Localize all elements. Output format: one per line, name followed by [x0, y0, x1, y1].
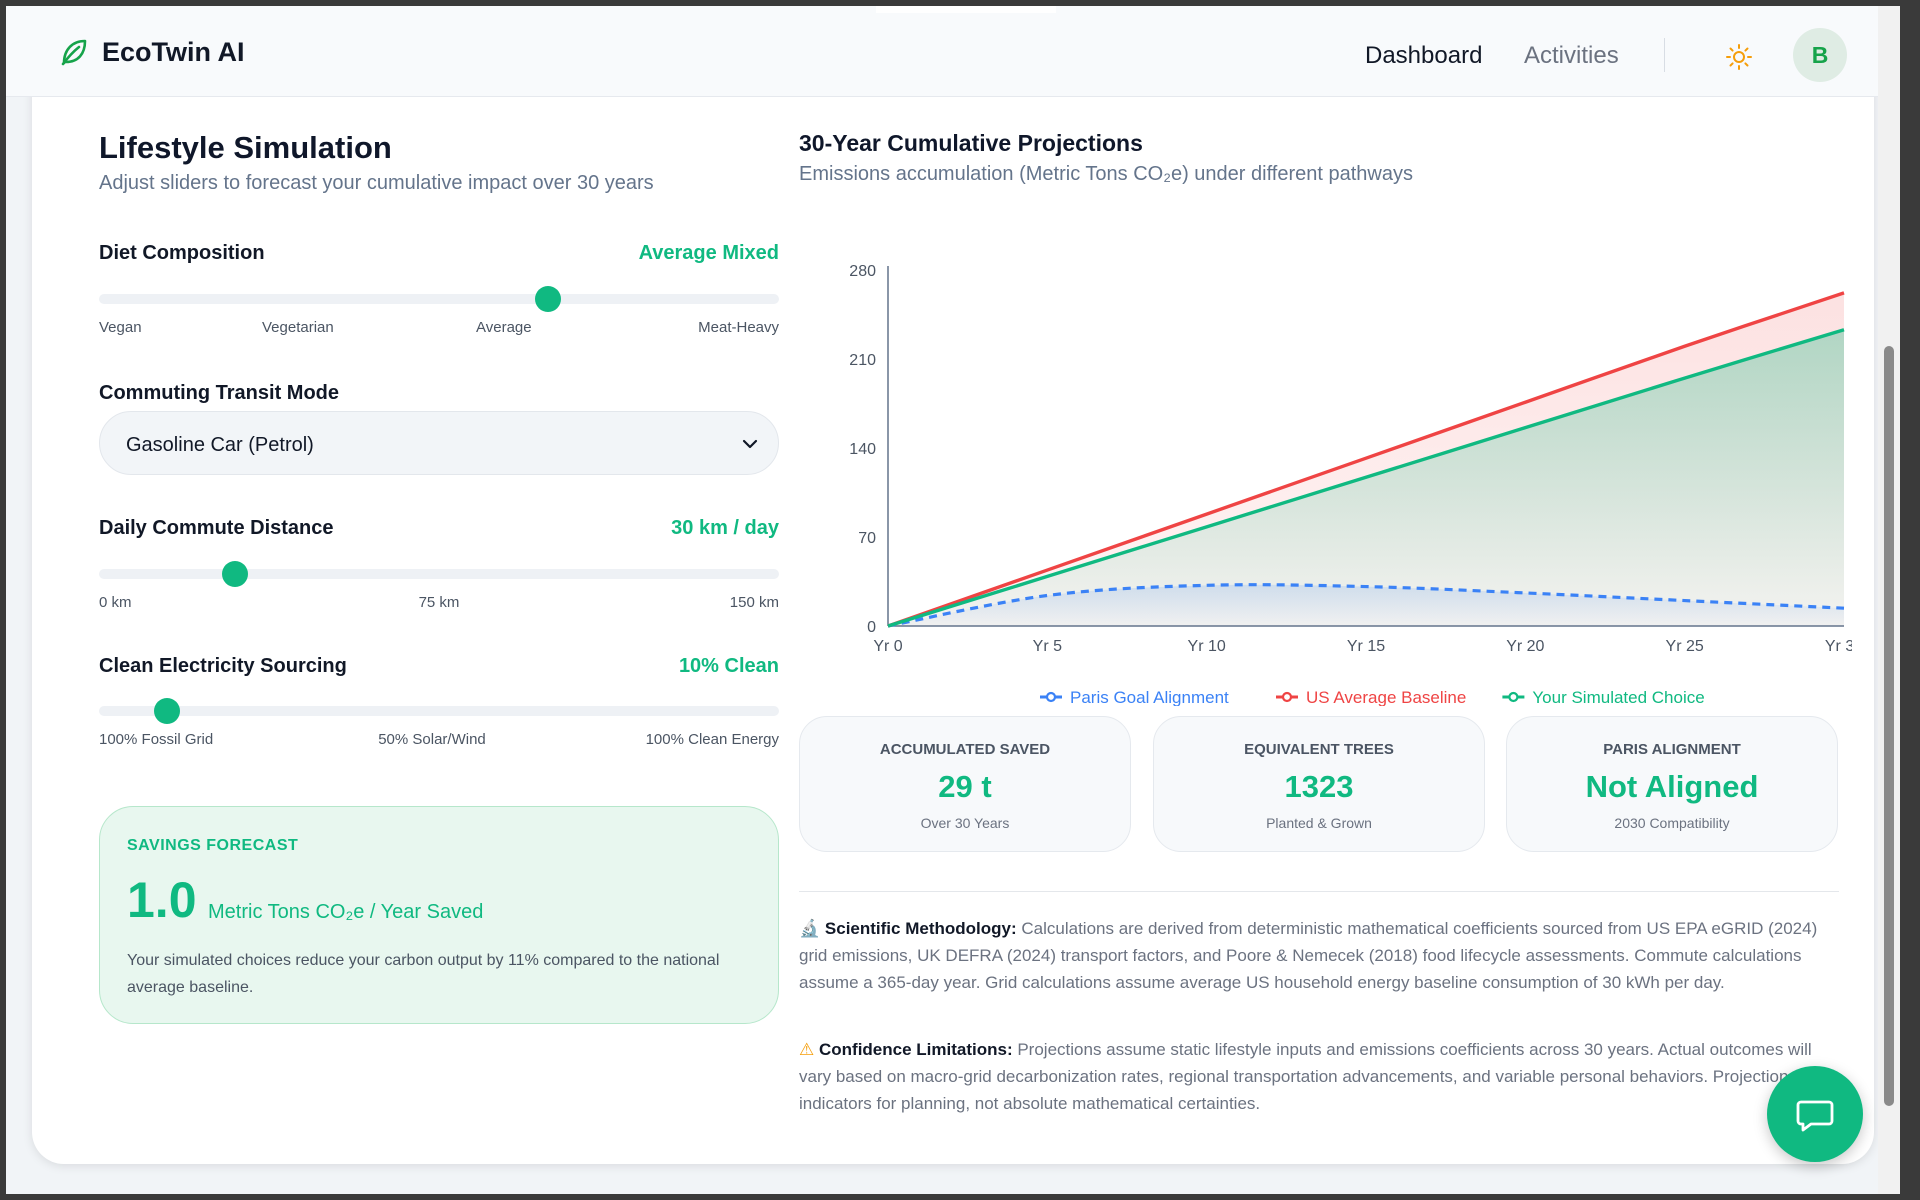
chart-title: 30-Year Cumulative Projections: [799, 130, 1143, 156]
y-tick-label: 140: [849, 441, 876, 458]
legend-label: US Average Baseline: [1306, 688, 1466, 706]
electricity-value: 10% Clean: [678, 655, 779, 677]
page-subtitle: Adjust sliders to forecast your cumulati…: [99, 172, 654, 194]
transit-select[interactable]: Gasoline Car (Petrol): [99, 411, 779, 475]
limitations-note: ⚠ Confidence Limitations: Projections as…: [799, 1036, 1839, 1117]
electricity-label: Clean Electricity Sourcing: [99, 655, 347, 677]
y-tick-label: 70: [858, 530, 876, 547]
nav-dashboard[interactable]: Dashboard: [1365, 42, 1483, 69]
series-area-paris: [888, 584, 1844, 626]
forecast-unit: Metric Tons CO₂e / Year Saved: [208, 901, 484, 923]
legend-label: Paris Goal Alignment: [1070, 688, 1229, 706]
methodology-heading: Scientific Methodology:: [824, 919, 1017, 938]
electricity-tick-fossil: 100% Fossil Grid: [99, 731, 214, 748]
stat-note: Over 30 Years: [920, 815, 1010, 831]
section-divider: [799, 891, 1839, 892]
x-tick-label: Yr 5: [1033, 638, 1062, 655]
avatar[interactable]: B: [1793, 28, 1847, 82]
series-line-1: [887, 291, 1845, 628]
chat-bubble-icon: [1796, 1100, 1834, 1132]
x-tick-label: Yr 15: [1347, 638, 1385, 655]
brand[interactable]: EcoTwin AI: [58, 36, 245, 68]
commute-tick-mid: 75 km: [418, 594, 460, 611]
legend-label: Your Simulated Choice: [1532, 688, 1704, 706]
chevron-down-icon: [742, 439, 758, 449]
electricity-tick-mid: 50% Solar/Wind: [378, 731, 486, 748]
electricity-slider-handle[interactable]: [154, 698, 180, 724]
stat-value: 29 t: [938, 769, 992, 804]
page-scrollbar[interactable]: [1878, 6, 1900, 1194]
x-tick-label: Yr 30: [1825, 638, 1852, 655]
stat-value: Not Aligned: [1585, 769, 1759, 804]
forecast-label: SAVINGS FORECAST: [127, 837, 299, 854]
x-tick-label: Yr 20: [1506, 638, 1544, 655]
commute-label: Daily Commute Distance: [99, 517, 334, 539]
nav-activities[interactable]: Activities: [1524, 42, 1619, 69]
x-tick-label: Yr 10: [1188, 638, 1226, 655]
commute-value: 30 km / day: [671, 517, 779, 539]
electricity-slider-track[interactable]: [99, 706, 779, 716]
diet-tick-average: Average: [476, 319, 532, 336]
stat-label: EQUIVALENT TREES: [1244, 741, 1394, 758]
diet-tick-vegan: Vegan: [99, 319, 142, 336]
theme-toggle-button[interactable]: [1724, 42, 1754, 72]
methodology-text: Calculations are derived from determinis…: [799, 919, 1818, 992]
scrollbar-thumb[interactable]: [1884, 346, 1894, 1106]
limitations-text: Projections assume static lifestyle inpu…: [799, 1040, 1827, 1113]
stat-value: 1323: [1284, 769, 1354, 804]
commute-slider-track[interactable]: [99, 569, 779, 579]
app-name: EcoTwin AI: [102, 36, 245, 67]
sun-icon: [1726, 44, 1752, 70]
diet-tick-vegetarian: Vegetarian: [262, 319, 334, 336]
transit-selected-value: Gasoline Car (Petrol): [126, 434, 314, 456]
transit-label: Commuting Transit Mode: [99, 382, 339, 404]
warning-icon: ⚠: [799, 1040, 815, 1059]
page-title: Lifestyle Simulation: [99, 130, 392, 165]
methodology-note: 🔬 Scientific Methodology: Calculations a…: [799, 915, 1839, 996]
stat-equivalent-trees: EQUIVALENT TREES 1323 Planted & Grown: [1153, 716, 1485, 852]
leaf-icon: [61, 39, 87, 66]
forecast-value: 1.0: [127, 872, 197, 928]
simulation-card: Lifestyle Simulation Adjust sliders to f…: [32, 46, 1874, 1164]
legend-swatch-marker: [1508, 691, 1519, 703]
x-tick-label: Yr 0: [873, 638, 902, 655]
series-line-0: [887, 583, 1845, 628]
app-viewport: EcoTwin AI Dashboard Activities B Lifest…: [6, 6, 1900, 1194]
diet-tick-meat-heavy: Meat-Heavy: [698, 319, 779, 336]
chart-subtitle: Emissions accumulation (Metric Tons CO₂e…: [799, 163, 1413, 185]
electricity-tick-clean: 100% Clean Energy: [645, 731, 779, 748]
savings-forecast-panel: SAVINGS FORECAST 1.0 Metric Tons CO₂e / …: [99, 806, 779, 1024]
microscope-icon: 🔬: [799, 919, 821, 938]
stat-note: 2030 Compatibility: [1614, 815, 1730, 831]
diet-label: Diet Composition: [99, 242, 265, 264]
y-tick-label: 280: [849, 263, 876, 280]
diet-value: Average Mixed: [638, 242, 779, 264]
x-tick-label: Yr 25: [1666, 638, 1704, 655]
stat-paris-alignment: PARIS ALIGNMENT Not Aligned 2030 Compati…: [1506, 716, 1838, 852]
diet-slider-track[interactable]: [99, 294, 779, 304]
stat-accumulated-saved: ACCUMULATED SAVED 29 t Over 30 Years: [799, 716, 1131, 852]
legend-swatch-marker: [1281, 691, 1293, 703]
window-notch: [876, 6, 1056, 13]
y-tick-label: 0: [867, 619, 876, 636]
forecast-description: Your simulated choices reduce your carbo…: [127, 952, 720, 996]
y-tick-label: 210: [849, 352, 876, 369]
chat-button[interactable]: [1767, 1066, 1863, 1162]
series-line-2: [887, 328, 1845, 628]
diet-slider-handle[interactable]: [534, 286, 561, 312]
commute-slider-handle[interactable]: [222, 561, 248, 587]
limitations-heading: Confidence Limitations:: [818, 1040, 1013, 1059]
stat-note: Planted & Grown: [1266, 815, 1372, 831]
stat-label: PARIS ALIGNMENT: [1603, 741, 1741, 758]
commute-tick-max: 150 km: [729, 594, 779, 611]
nav-divider: [1664, 38, 1665, 72]
legend-swatch-marker: [1045, 691, 1057, 703]
commute-tick-min: 0 km: [99, 594, 132, 611]
stat-label: ACCUMULATED SAVED: [879, 741, 1051, 758]
projection-chart: 0 70 140 210 280 Yr 0 Yr 5 Yr 10 Yr 15 Yr 20 Yr 25…: [849, 263, 1852, 706]
top-header: EcoTwin AI Dashboard Activities B: [6, 6, 1900, 97]
